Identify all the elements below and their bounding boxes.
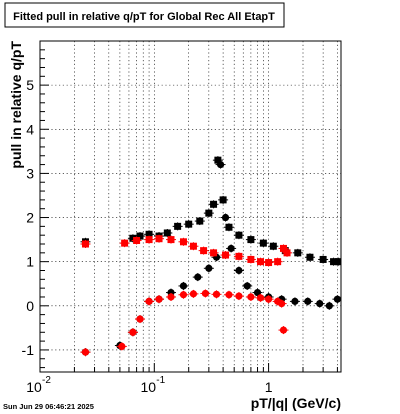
data-point-circle [167,293,175,301]
data-point-square [136,232,144,240]
data-point-square [235,231,243,239]
data-point-circle [216,160,225,169]
data-point-circle [291,297,299,305]
data-point-circle [227,244,235,253]
y-tick-label: 0 [26,298,34,314]
data-point-square [163,229,171,237]
data-point-circle [316,299,324,308]
plot-frame [39,40,342,373]
x-tick-label-exponent: -2 [42,375,51,386]
data-point-circle [201,289,210,298]
data-point-square [189,242,197,250]
data-point-square [265,259,273,267]
data-point-circle [155,295,163,303]
title-box: Fitted pull in relative q/pT for Global … [4,2,285,28]
data-point-square [225,223,233,231]
data-point-square [81,240,89,248]
x-tick-label-exponent: -1 [156,375,165,386]
data-point-circle [136,315,144,323]
data-point-circle [235,292,243,300]
data-point-square [259,239,267,247]
data-point-circle [189,290,198,298]
data-point-circle [256,294,265,302]
y-tick-label: 1 [26,254,34,270]
data-point-square [185,220,193,228]
chart-title: Fitted pull in relative q/pT for Global … [13,11,275,23]
y-tick-label: 2 [26,210,34,226]
data-point-circle [179,282,188,290]
data-point-square [222,251,230,259]
data-point-circle [118,342,126,351]
axis-ticks [39,49,338,372]
x-axis-label: pT/|q| (GeV/c) [251,395,341,411]
data-point-square [210,200,218,208]
data-point-circle [279,326,288,334]
data-point-square [174,222,182,230]
y-tick-label: 4 [26,121,34,137]
data-point-square [283,249,291,257]
data-point-circle [247,293,255,301]
grid-lines [40,41,341,372]
data-point-square [235,252,243,260]
series-layer [80,156,341,357]
data-point-circle [243,282,251,290]
series-0 [80,156,341,266]
series-3 [80,289,289,357]
x-tick-label: 10 [26,379,42,395]
data-point-circle [145,297,153,305]
data-point-square [145,230,153,238]
data-point-square [121,239,129,247]
data-point-circle [333,295,341,303]
data-point-circle [205,264,213,272]
y-tick-label: 3 [26,165,34,181]
y-tick-label: -1 [22,342,35,358]
data-point-square [335,258,341,266]
data-point-circle [194,273,202,281]
y-axis-label: pull in relative q/pT [8,41,24,169]
data-point-square [294,249,302,257]
data-point-square [247,236,255,244]
data-point-square [306,253,314,261]
data-point-circle [225,291,233,299]
data-point-circle [253,288,262,297]
data-point-square [196,217,204,225]
y-tick-label: 5 [26,77,34,93]
data-point-circle [264,295,273,303]
data-point-square [145,236,153,244]
data-point-circle [304,297,312,305]
data-point-square [205,209,213,217]
data-point-square [257,258,265,266]
data-point-circle [221,213,230,222]
data-point-square [210,249,218,257]
data-point-square [319,255,327,263]
data-point-square [219,196,227,204]
data-point-square [167,236,175,244]
data-point-square [133,236,141,244]
data-point-square [269,242,277,250]
series-2 [80,234,293,267]
data-point-square [200,247,208,255]
data-point-square [247,255,255,263]
data-point-circle [278,299,286,308]
data-point-square [155,235,163,243]
data-point-circle [235,266,243,275]
data-point-circle [129,328,137,336]
data-point-circle [212,290,221,298]
data-point-circle [179,291,188,299]
data-point-square [214,156,222,164]
data-point-square [330,258,338,266]
data-point-square [179,238,187,246]
data-point-circle [81,348,90,356]
data-point-square [129,234,137,242]
x-tick-label: 10 [141,379,157,395]
data-point-square [274,258,282,266]
data-point-square [279,244,287,252]
data-point-circle [325,302,333,310]
x-tick-label: 1 [265,379,273,395]
footer-timestamp: Sun Jun 29 06:46:21 2025 [3,402,94,411]
